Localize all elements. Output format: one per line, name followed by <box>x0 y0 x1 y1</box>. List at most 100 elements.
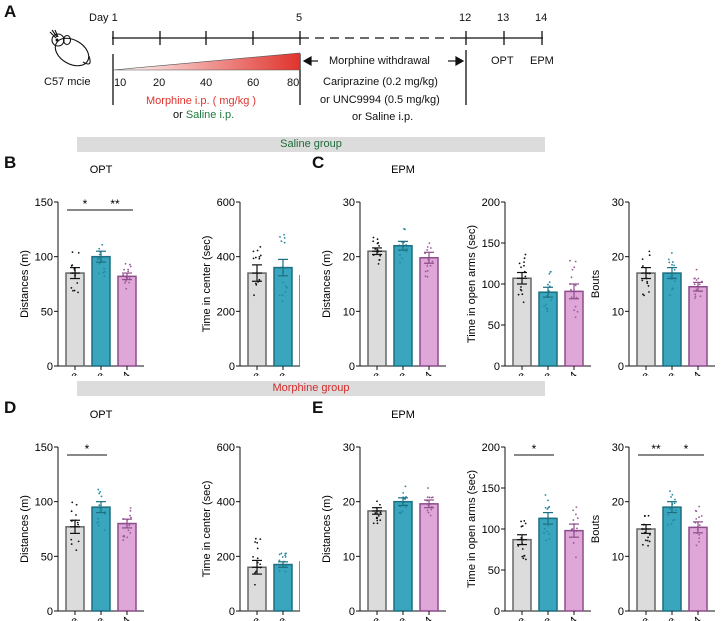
panel-label-a: A <box>4 2 17 21</box>
data-point <box>399 512 402 515</box>
data-point <box>426 265 429 267</box>
data-point <box>127 529 130 532</box>
y-tick-label: 100 <box>35 252 53 264</box>
data-point <box>379 511 382 514</box>
data-point <box>258 257 261 260</box>
data-point <box>256 557 259 560</box>
x-tick-label: Saline <box>51 615 81 621</box>
data-point <box>372 240 375 243</box>
data-point <box>377 262 380 265</box>
data-point <box>97 488 100 491</box>
data-point <box>426 276 429 278</box>
y-tick-label: 600 <box>217 442 235 454</box>
data-point <box>546 530 549 533</box>
significance-label: ** <box>651 442 661 456</box>
x-tick-label: Saline <box>51 370 81 376</box>
y-axis-label: Time in center (sec) <box>201 481 213 578</box>
x-tick-label: Saline <box>353 370 383 376</box>
data-point <box>401 257 404 260</box>
data-point <box>521 293 524 296</box>
data-point <box>548 533 551 535</box>
data-point <box>641 265 644 267</box>
data-point <box>76 521 79 524</box>
data-point <box>129 509 132 512</box>
data-point <box>576 517 579 520</box>
data-point <box>123 535 126 538</box>
significance-label: * <box>532 442 537 456</box>
data-point <box>256 547 259 550</box>
data-point <box>570 288 572 291</box>
panel-label-d: D <box>4 398 17 417</box>
data-point <box>378 244 380 247</box>
saline-prefix: or <box>173 109 186 121</box>
y-tick-label: 0 <box>618 606 624 618</box>
data-point <box>673 280 676 283</box>
data-point <box>399 254 401 256</box>
data-point <box>259 563 262 566</box>
data-point <box>522 301 525 304</box>
data-point <box>569 259 571 262</box>
data-point <box>100 495 103 498</box>
data-point <box>669 275 671 278</box>
data-point <box>429 264 432 267</box>
data-point <box>521 548 524 550</box>
data-point <box>376 238 379 241</box>
data-point <box>697 277 700 280</box>
data-point <box>280 552 283 555</box>
data-point <box>574 284 577 287</box>
data-point <box>103 512 106 515</box>
data-point <box>127 268 130 271</box>
y-tick-label: 150 <box>35 197 53 209</box>
bar-cariprazine <box>91 255 111 367</box>
data-point <box>524 253 527 256</box>
data-point <box>98 253 101 256</box>
data-point <box>253 294 255 297</box>
y-tick-label: 150 <box>35 442 53 454</box>
data-point <box>667 513 669 516</box>
data-point <box>428 242 431 245</box>
data-point <box>128 524 131 527</box>
data-point <box>255 283 258 286</box>
y-tick-label: 600 <box>217 197 235 209</box>
data-point <box>280 240 283 243</box>
data-point <box>574 316 577 319</box>
data-point <box>103 529 106 531</box>
data-point <box>372 522 375 525</box>
data-point <box>520 525 523 528</box>
chart-title: EPM <box>391 409 415 421</box>
data-point <box>252 257 255 260</box>
data-point <box>284 554 286 557</box>
data-point <box>97 524 100 527</box>
data-point <box>671 519 674 522</box>
data-point <box>71 501 74 504</box>
y-tick-label: 10 <box>343 551 355 563</box>
data-point <box>70 538 73 541</box>
data-point <box>125 287 128 290</box>
data-point <box>644 514 646 517</box>
data-point <box>698 537 701 540</box>
data-point <box>281 556 284 558</box>
data-point <box>284 556 287 558</box>
data-point <box>97 272 100 275</box>
data-point <box>279 235 281 238</box>
data-point <box>543 527 546 530</box>
strain-label: C57 mcie <box>44 76 91 88</box>
data-point <box>669 507 672 510</box>
bar-cariprazine <box>91 506 111 612</box>
data-point <box>379 519 382 522</box>
data-point <box>130 516 132 519</box>
data-point <box>284 285 287 288</box>
data-point <box>641 543 644 546</box>
data-point <box>97 517 99 520</box>
data-point <box>259 538 262 541</box>
significance-label: * <box>684 442 689 456</box>
y-tick-label: 50 <box>41 551 53 563</box>
data-point <box>254 583 256 586</box>
data-point <box>278 559 281 562</box>
y-tick-label: 200 <box>217 306 235 318</box>
data-point <box>648 291 650 293</box>
data-point <box>695 517 698 520</box>
significance-label: ** <box>110 197 120 211</box>
test-label-epm: EPM <box>530 55 554 67</box>
